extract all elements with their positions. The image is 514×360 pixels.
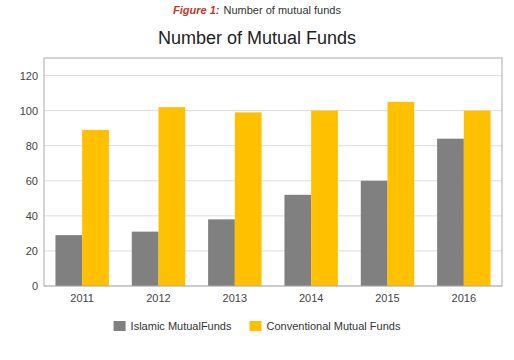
- grid-line: [44, 145, 502, 146]
- bar: [361, 181, 388, 286]
- plot-frame: [44, 58, 502, 286]
- bar: [159, 107, 186, 286]
- y-tick-label: 60: [26, 175, 38, 187]
- x-tick-label: 2013: [223, 292, 247, 304]
- x-tick-label: 2015: [375, 292, 399, 304]
- bar: [208, 219, 235, 286]
- y-tick-label: 80: [26, 140, 38, 152]
- bar: [82, 130, 109, 286]
- super-title: Figure 1: Number of mutual funds: [173, 4, 341, 16]
- super-title-part: Figure 1:: [173, 4, 220, 16]
- legend: Islamic MutualFunds Conventional Mutual F…: [114, 320, 401, 332]
- x-tick-label: 2012: [146, 292, 170, 304]
- y-tick-label: 0: [32, 280, 38, 292]
- grid-line: [44, 215, 502, 216]
- bar: [55, 235, 82, 286]
- bars: [55, 102, 490, 286]
- y-tick-label: 100: [20, 105, 38, 117]
- x-tick-label: 2014: [299, 292, 323, 304]
- grid-line: [44, 180, 502, 181]
- bar: [132, 232, 159, 286]
- bar: [437, 139, 464, 286]
- bar: [311, 111, 338, 286]
- grid: [44, 76, 502, 286]
- super-title-part: Number of mutual funds: [224, 4, 342, 16]
- bar: [388, 102, 415, 286]
- bar: [464, 111, 491, 286]
- title: Number of Mutual Funds: [158, 28, 356, 48]
- grid-line: [44, 75, 502, 76]
- legend-swatch: [249, 321, 261, 331]
- legend-label: Islamic MutualFunds: [131, 320, 232, 332]
- y-tick-label: 20: [26, 245, 38, 257]
- x-tick-label: 2016: [452, 292, 476, 304]
- y-tick-label: 40: [26, 210, 38, 222]
- y-tick-label: 120: [20, 70, 38, 82]
- grid-line: [44, 250, 502, 251]
- x-tick-label: 2011: [70, 292, 94, 304]
- bar: [284, 195, 311, 286]
- legend-label: Conventional Mutual Funds: [266, 320, 400, 332]
- bar: [235, 112, 262, 286]
- grid-line: [44, 110, 502, 111]
- legend-swatch: [114, 321, 126, 331]
- chart: Figure 1: Number of mutual funds Number of…: [0, 0, 514, 360]
